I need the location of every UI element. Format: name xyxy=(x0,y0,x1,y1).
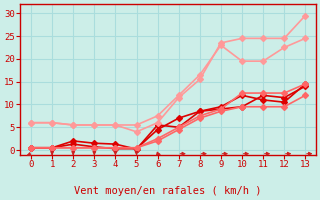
X-axis label: Vent moyen/en rafales ( km/h ): Vent moyen/en rafales ( km/h ) xyxy=(75,186,262,196)
